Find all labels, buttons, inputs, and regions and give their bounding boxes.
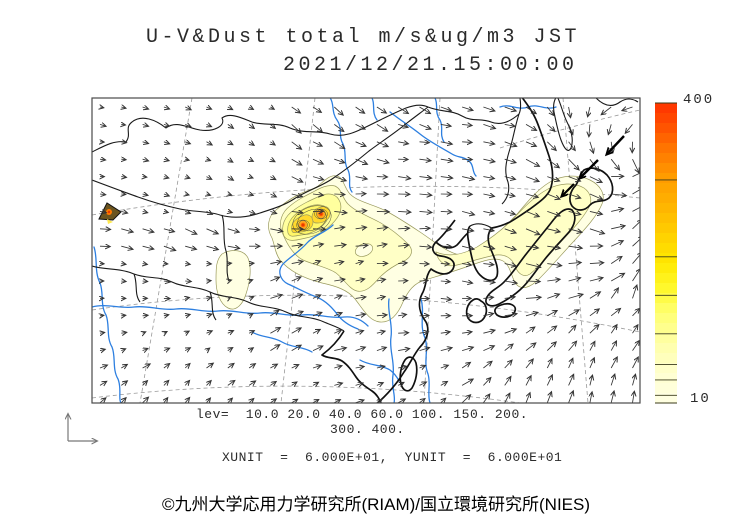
contour-levels-label-2: 300. 400. <box>330 422 405 437</box>
axis-arrows-icon <box>68 414 97 441</box>
contour-levels-label: lev= 10.0 20.0 40.0 60.0 100. 150. 200. <box>196 407 529 422</box>
colorbar-max-label: 400 <box>683 92 715 108</box>
copyright: ©九州大学応用力学研究所(RIAM)/国立環境研究所(NIES) <box>161 495 591 514</box>
chart-timestamp: 2021/12/21.15:00:00 <box>283 54 578 77</box>
chart-title: U-V&Dust total m/s&ug/m3 JST <box>146 26 581 49</box>
west-dust-spot <box>98 202 122 224</box>
wind-vectors <box>100 107 640 403</box>
strong-wind-arrows <box>562 135 625 196</box>
map-frame <box>91 97 641 404</box>
colorbar-min-label: 10 <box>690 391 711 407</box>
unit-label: XUNIT = 6.000E+01, YUNIT = 6.000E+01 <box>222 450 563 465</box>
colorbar <box>655 102 677 404</box>
